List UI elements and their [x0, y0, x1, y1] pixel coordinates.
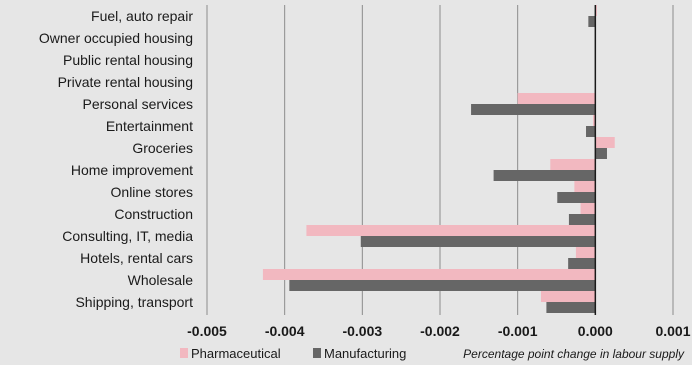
- category-label: Wholesale: [128, 272, 194, 288]
- category-label: Fuel, auto repair: [91, 8, 193, 24]
- bar-pharmaceutical: [595, 5, 597, 16]
- x-tick-labels: -0.005 -0.004 -0.003 -0.002 -0.001 0.000 0.001: [187, 323, 691, 339]
- bar-pharmaceutical: [593, 115, 596, 126]
- x-tick-label: -0.004: [265, 323, 305, 339]
- legend-label-manufacturing: Manufacturing: [324, 346, 406, 361]
- bar-manufacturing: [546, 302, 596, 313]
- bar-manufacturing: [588, 16, 596, 27]
- bar-pharmaceutical: [595, 137, 615, 148]
- x-tick-label: -0.005: [187, 323, 227, 339]
- bar-pharmaceutical: [574, 181, 596, 192]
- x-tick-label: 0.000: [578, 323, 613, 339]
- bar-manufacturing: [557, 192, 596, 203]
- legend: Pharmaceutical Manufacturing Percentage …: [180, 346, 685, 361]
- category-label: Personal services: [83, 96, 194, 112]
- category-label: Consulting, IT, media: [62, 228, 193, 244]
- category-label: Private rental housing: [58, 74, 193, 90]
- category-label: Owner occupied housing: [39, 30, 193, 46]
- category-label: Home improvement: [71, 162, 193, 178]
- bar-manufacturing: [586, 126, 596, 137]
- grid-lines: [206, 5, 674, 315]
- legend-swatch-pharmaceutical: [180, 348, 188, 358]
- category-label: Entertainment: [106, 118, 193, 134]
- bar-pharmaceutical: [540, 291, 596, 302]
- bar-pharmaceutical: [550, 159, 596, 170]
- bars: [262, 5, 615, 315]
- category-label: Groceries: [132, 140, 193, 156]
- category-label: Construction: [114, 206, 193, 222]
- x-tick-label: -0.002: [420, 323, 460, 339]
- category-labels: Fuel, auto repair Owner occupied housing P…: [39, 8, 193, 310]
- legend-label-pharmaceutical: Pharmaceutical: [191, 346, 281, 361]
- x-tick-label: 0.001: [655, 323, 690, 339]
- category-label: Shipping, transport: [75, 294, 193, 310]
- category-label: Hotels, rental cars: [80, 250, 193, 266]
- x-axis-title: Percentage point change in labour supply: [463, 347, 685, 361]
- bar-pharmaceutical: [580, 203, 596, 214]
- legend-swatch-manufacturing: [313, 348, 321, 358]
- bar-manufacturing: [471, 104, 596, 115]
- category-label: Online stores: [111, 184, 193, 200]
- bar-manufacturing: [595, 148, 607, 159]
- x-tick-label: -0.001: [498, 323, 538, 339]
- x-tick-label: -0.003: [342, 323, 382, 339]
- category-label: Public rental housing: [63, 52, 193, 68]
- bar-pharmaceutical: [517, 93, 596, 104]
- bar-pharmaceutical: [262, 269, 596, 280]
- bar-manufacturing: [493, 170, 596, 181]
- bar-manufacturing: [568, 214, 596, 225]
- bar-pharmaceutical: [306, 225, 596, 236]
- bar-manufacturing: [289, 280, 596, 291]
- bar-manufacturing: [360, 236, 596, 247]
- bar-manufacturing: [568, 258, 596, 269]
- bar-pharmaceutical: [575, 247, 596, 258]
